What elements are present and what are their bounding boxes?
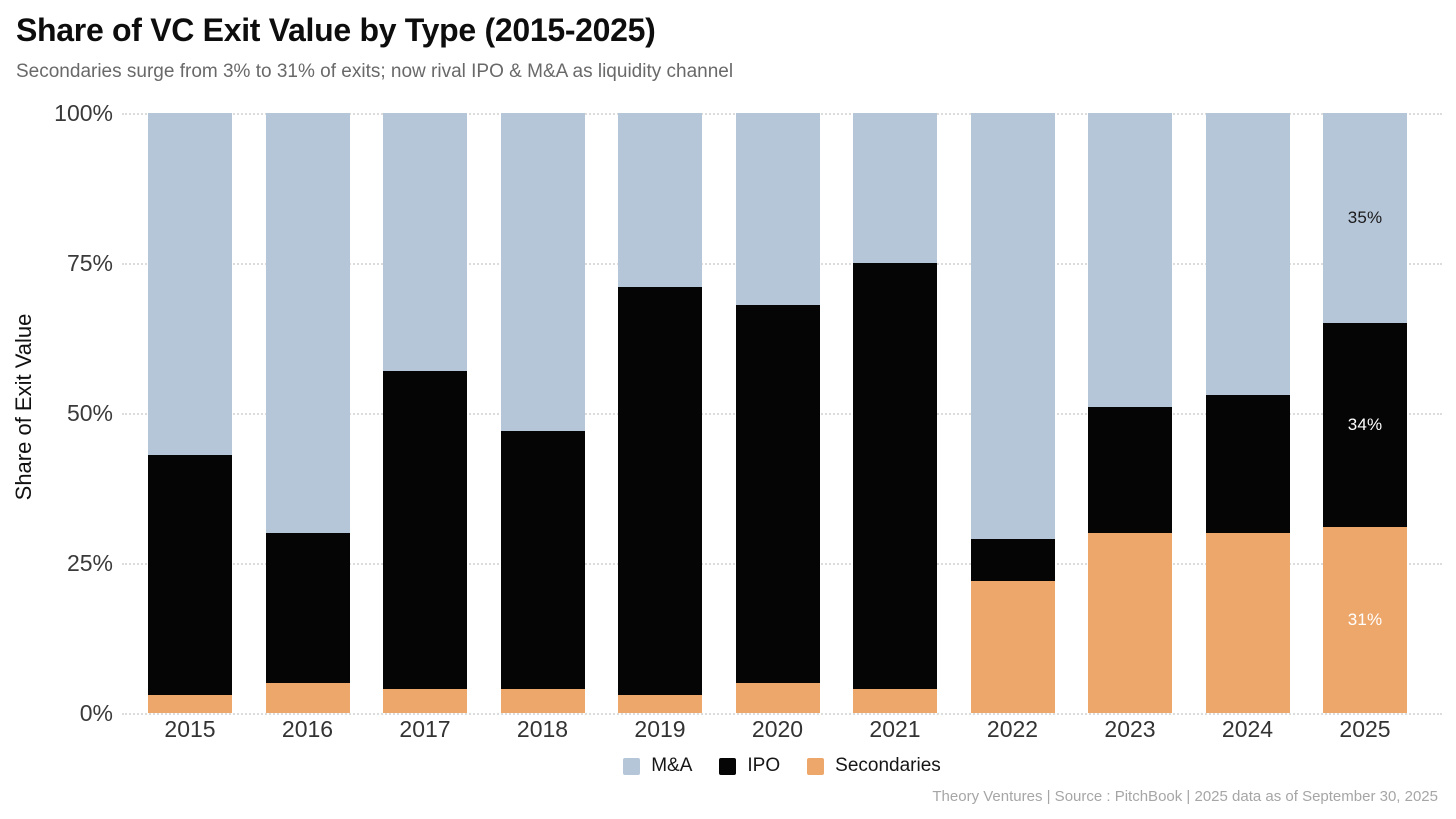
- x-tick-label-2024: 2024: [1221, 716, 1274, 742]
- x-axis-ticks: 2015 2016 2017 2018 2019 2020 2021 2022 2023 2024…: [148, 716, 1407, 743]
- legend-swatch-icon: [719, 757, 737, 775]
- x-tick-label-2021: 2021: [869, 716, 921, 742]
- bar-segment-2022-ma: [970, 113, 1055, 539]
- bar-2022: [970, 113, 1055, 713]
- chart-title: Share of VC Exit Value by Type (2015-202…: [16, 12, 656, 48]
- source-attribution: Theory Ventures | Source : PitchBook | 2…: [932, 788, 1438, 805]
- bar-segment-2021-ipo: [853, 263, 937, 689]
- legend: M&A IPO Secondaries: [122, 753, 1442, 779]
- bar-segment-2018-ipo: [500, 431, 585, 689]
- bar-2021: [853, 113, 937, 713]
- legend-label: M&A: [651, 755, 693, 776]
- bar-segment-2016-ma: [265, 113, 350, 533]
- x-tick-label-2020: 2020: [751, 716, 804, 742]
- segment-value-label-2025-secondaries: 31%: [1347, 610, 1383, 629]
- bar-segment-2021-secondaries: [853, 689, 937, 713]
- x-tick-label-2019: 2019: [634, 716, 686, 742]
- bar-segment-2018-secondaries: [500, 689, 585, 713]
- bar-segment-2015-ma: [148, 113, 232, 455]
- bar-segment-2023-ma: [1088, 113, 1172, 407]
- bar-segment-2025-secondaries: 31%: [1323, 527, 1407, 713]
- bar-2024: [1205, 113, 1290, 713]
- bar-2015: [148, 113, 232, 713]
- legend-item-ipo: IPO: [719, 755, 780, 777]
- bar-segment-2018-ma: [500, 113, 585, 431]
- bar-segment-2015-secondaries: [148, 695, 232, 713]
- bar-2017: [383, 113, 467, 713]
- bar-segment-2019-ipo: [618, 287, 702, 695]
- bar-segment-2020-ipo: [735, 305, 820, 683]
- bar-segment-2023-ipo: [1088, 407, 1172, 533]
- bar-2025: 31% 34% 35%: [1323, 113, 1407, 713]
- bar-segment-2025-ma: 35%: [1323, 113, 1407, 323]
- bar-segment-2016-ipo: [265, 533, 350, 683]
- bar-segment-2019-ma: [618, 113, 702, 287]
- bar-segment-2024-ma: [1205, 113, 1290, 395]
- segment-value-label-2025-ma: 35%: [1347, 208, 1383, 227]
- bar-segment-2019-secondaries: [618, 695, 702, 713]
- bar-2019: [618, 113, 702, 713]
- y-tick-label-50: 50%: [66, 400, 113, 426]
- bar-segment-2023-secondaries: [1088, 533, 1172, 713]
- bar-2023: [1088, 113, 1172, 713]
- x-tick-label-2023: 2023: [1104, 716, 1156, 742]
- bar-segment-2021-ma: [853, 113, 937, 263]
- bar-segment-2017-ma: [383, 113, 467, 371]
- bar-segment-2017-ipo: [383, 371, 467, 689]
- bar-segment-2020-ma: [735, 113, 820, 305]
- legend-swatch-icon: [623, 757, 641, 775]
- x-tick-label-2015: 2015: [164, 716, 216, 742]
- bar-segment-2024-secondaries: [1205, 533, 1290, 713]
- bar-segment-2022-secondaries: [970, 581, 1055, 713]
- legend-item-ma: M&A: [623, 755, 692, 777]
- chart-subtitle: Secondaries surge from 3% to 31% of exit…: [16, 61, 734, 82]
- bar-segment-2016-secondaries: [265, 683, 350, 713]
- bars-layer: 31% 34% 35%: [148, 113, 1407, 713]
- x-tick-label-2016: 2016: [281, 716, 334, 742]
- bar-segment-2022-ipo: [970, 539, 1055, 581]
- bar-segment-2025-ipo: 34%: [1323, 323, 1407, 527]
- y-tick-label-0: 0%: [79, 700, 113, 726]
- y-tick-label-100: 100%: [54, 100, 113, 126]
- bar-2020: [735, 113, 820, 713]
- x-tick-label-2018: 2018: [516, 716, 569, 742]
- legend-item-secondaries: Secondaries: [807, 755, 941, 777]
- bar-segment-2020-secondaries: [735, 683, 820, 713]
- bar-segment-2015-ipo: [148, 455, 232, 695]
- bar-segment-2017-secondaries: [383, 689, 467, 713]
- legend-label: Secondaries: [835, 755, 941, 776]
- legend-label: IPO: [747, 755, 781, 776]
- x-tick-label-2025: 2025: [1339, 716, 1391, 742]
- y-tick-label-25: 25%: [66, 550, 113, 576]
- x-tick-label-2022: 2022: [986, 716, 1039, 742]
- x-tick-label-2017: 2017: [399, 716, 451, 742]
- segment-value-label-2025-ipo: 34%: [1347, 415, 1383, 434]
- y-tick-label-75: 75%: [66, 250, 113, 276]
- gridline-0: [122, 713, 1442, 715]
- bar-2016: [265, 113, 350, 713]
- bar-segment-2024-ipo: [1205, 395, 1290, 533]
- y-axis-title: Share of Exit Value: [11, 313, 36, 501]
- bar-2018: [500, 113, 585, 713]
- legend-swatch-icon: [807, 757, 825, 775]
